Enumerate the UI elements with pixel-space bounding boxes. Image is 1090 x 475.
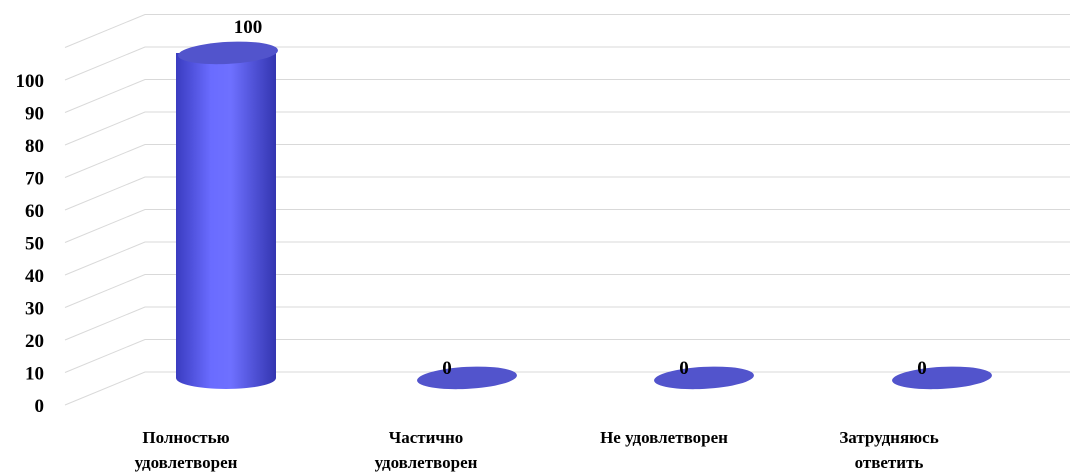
y-tick-label: 10 xyxy=(25,364,44,385)
gridline xyxy=(64,144,1070,178)
y-tick-label: 90 xyxy=(25,104,44,125)
gridline xyxy=(64,14,1070,48)
y-tick-label: 50 xyxy=(25,234,44,255)
category-labels: Полностью удовлетворен Частично удовлетворе… xyxy=(135,428,939,472)
gridline xyxy=(64,371,1070,406)
gridline xyxy=(64,176,1070,211)
gridline xyxy=(64,274,1070,308)
data-label: 0 xyxy=(442,358,452,379)
bar-top-ellipse xyxy=(892,366,992,390)
category-label: Полностью удовлетворен xyxy=(135,428,238,472)
y-tick-label: 30 xyxy=(25,299,44,320)
bar-top-ellipse xyxy=(417,366,517,390)
gridlines xyxy=(64,14,1070,406)
gridline xyxy=(64,241,1070,276)
y-tick-label: 0 xyxy=(35,396,45,417)
gridline xyxy=(64,306,1070,341)
gridline xyxy=(64,46,1070,81)
y-tick-label: 40 xyxy=(25,266,44,287)
data-labels: 100 0 0 0 xyxy=(234,17,927,379)
gridline xyxy=(64,339,1070,373)
bar-cylinder-body xyxy=(176,53,276,389)
category-label: Не удовлетворен xyxy=(600,428,728,447)
y-tick-label: 70 xyxy=(25,169,44,190)
y-tick-label: 100 xyxy=(16,71,45,92)
category-label: Затрудняюсь ответить xyxy=(839,428,938,472)
category-label: Частично удовлетворен xyxy=(375,428,478,472)
gridline xyxy=(64,209,1070,243)
y-tick-label: 80 xyxy=(25,136,44,157)
data-label: 0 xyxy=(917,358,927,379)
y-axis-ticks: 0 10 20 30 40 50 60 70 80 90 100 xyxy=(16,71,45,417)
gridline xyxy=(64,111,1070,146)
bars xyxy=(176,41,992,390)
gridline xyxy=(64,79,1070,113)
data-label: 0 xyxy=(679,358,689,379)
y-tick-label: 60 xyxy=(25,201,44,222)
data-label: 100 xyxy=(234,17,263,38)
bar-top-ellipse xyxy=(654,366,754,390)
bar-top-ellipse xyxy=(178,41,278,65)
y-tick-label: 20 xyxy=(25,331,44,352)
